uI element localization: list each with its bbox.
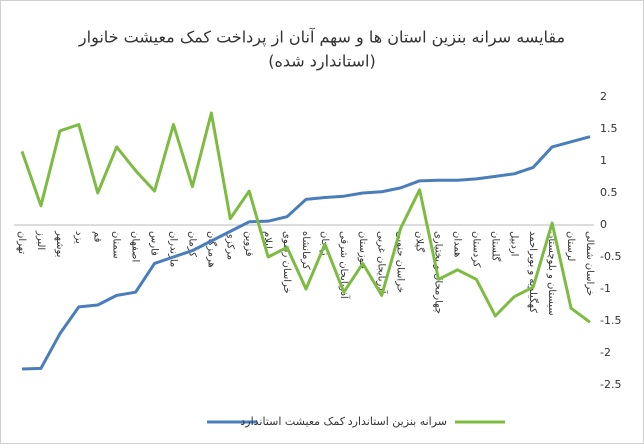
x-tick-label: تهران (16, 231, 27, 254)
x-tick-label: خراسان شمالی (584, 231, 595, 296)
x-tick-label: خراسان رضوی (281, 231, 292, 294)
x-tick-label: کهگیلویه و بویراحمد (527, 231, 539, 313)
x-tick-label: گلستان (489, 231, 501, 262)
x-tick-label: کرمانشاه (300, 231, 311, 270)
series-line (20, 111, 591, 324)
series-line (21, 135, 591, 371)
y-tick-label: 0.5 (600, 186, 618, 199)
x-tick-label: همدان (451, 231, 462, 257)
chart-subtitle: (استاندارد شده) (268, 52, 375, 72)
x-tick-label: مرکزی (224, 231, 235, 260)
x-tick-label: مازندران (167, 231, 178, 267)
x-tick-label: البرز (35, 230, 46, 250)
x-tick-label: لرستان (565, 231, 576, 261)
y-tick-label: 2 (600, 90, 607, 103)
x-tick-label: خراسان جنوبی (395, 231, 406, 293)
y-tick-label: -1.5 (600, 314, 621, 327)
legend-label: سرانه بنزین استاندارد (348, 415, 447, 428)
x-tick-label: گیلان (414, 231, 426, 252)
x-tick-label: خوزستان (357, 231, 368, 269)
x-tick-label: سیستان و بلوچستان (546, 231, 557, 316)
x-tick-label: قزوین (243, 231, 254, 257)
x-tick-label: هرمزگان (205, 231, 217, 268)
x-tick-label: سمنان (111, 231, 122, 259)
x-tick-label: یزد (73, 231, 84, 244)
y-tick-label: 0 (600, 218, 607, 231)
x-tick-label: اردبیل (508, 231, 519, 256)
x-tick-label: آذربایجان غربی (376, 231, 389, 295)
x-tick-label: کرمان (186, 231, 197, 257)
x-tick-label: اصفهان (130, 231, 141, 262)
y-tick-label: -2.5 (600, 378, 621, 391)
legend-label: کمک معیشت استاندارد (240, 415, 345, 428)
y-tick-label: 1 (600, 154, 607, 167)
y-tick-label: -0.5 (600, 250, 621, 263)
y-tick-label: -2 (600, 346, 611, 359)
x-tick-label: قم (92, 231, 103, 243)
y-tick-label: -1 (600, 282, 611, 295)
x-tick-label: فارس (149, 231, 160, 256)
chart-title: مقایسه سرانه بنزین استان ها و سهم آنان ا… (78, 28, 565, 48)
y-tick-label: 1.5 (600, 122, 618, 135)
x-tick-label: بوشهر (54, 230, 65, 257)
x-tick-label: ایلام (262, 231, 273, 249)
x-tick-label: کردستان (470, 231, 481, 268)
